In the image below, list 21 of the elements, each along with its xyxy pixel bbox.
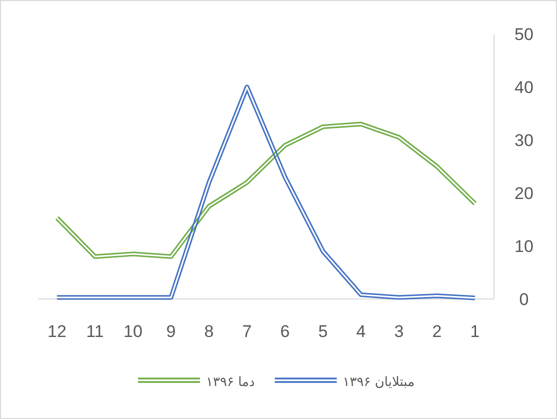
- x-tick-label: 2: [432, 322, 442, 341]
- x-tick-label: 9: [166, 322, 176, 341]
- y-tick-label: 20: [514, 184, 534, 203]
- x-tick-label: 4: [356, 322, 366, 341]
- x-tick-label: 7: [242, 322, 252, 341]
- x-tick-label: 10: [124, 322, 142, 341]
- line-series: [54, 122, 478, 259]
- x-tick-label: 3: [394, 322, 404, 341]
- y-tick-label: 40: [514, 78, 534, 97]
- x-tick-label: 12: [48, 322, 66, 341]
- y-tick-label: 0: [519, 290, 529, 309]
- legend-label: ۱۳۹۶ دما: [206, 375, 255, 390]
- x-tick-label: 11: [86, 322, 104, 341]
- y-tick-label: 10: [514, 237, 534, 256]
- x-tick-label: 8: [204, 322, 214, 341]
- x-tick-label: 6: [280, 322, 290, 341]
- x-tick-label: 1: [470, 322, 480, 341]
- x-tick-label: 5: [318, 322, 328, 341]
- y-tick-label: 50: [514, 25, 534, 44]
- legend-label: ۱۳۹۶ مبتلایان: [342, 375, 415, 390]
- y-tick-label: 30: [514, 131, 534, 150]
